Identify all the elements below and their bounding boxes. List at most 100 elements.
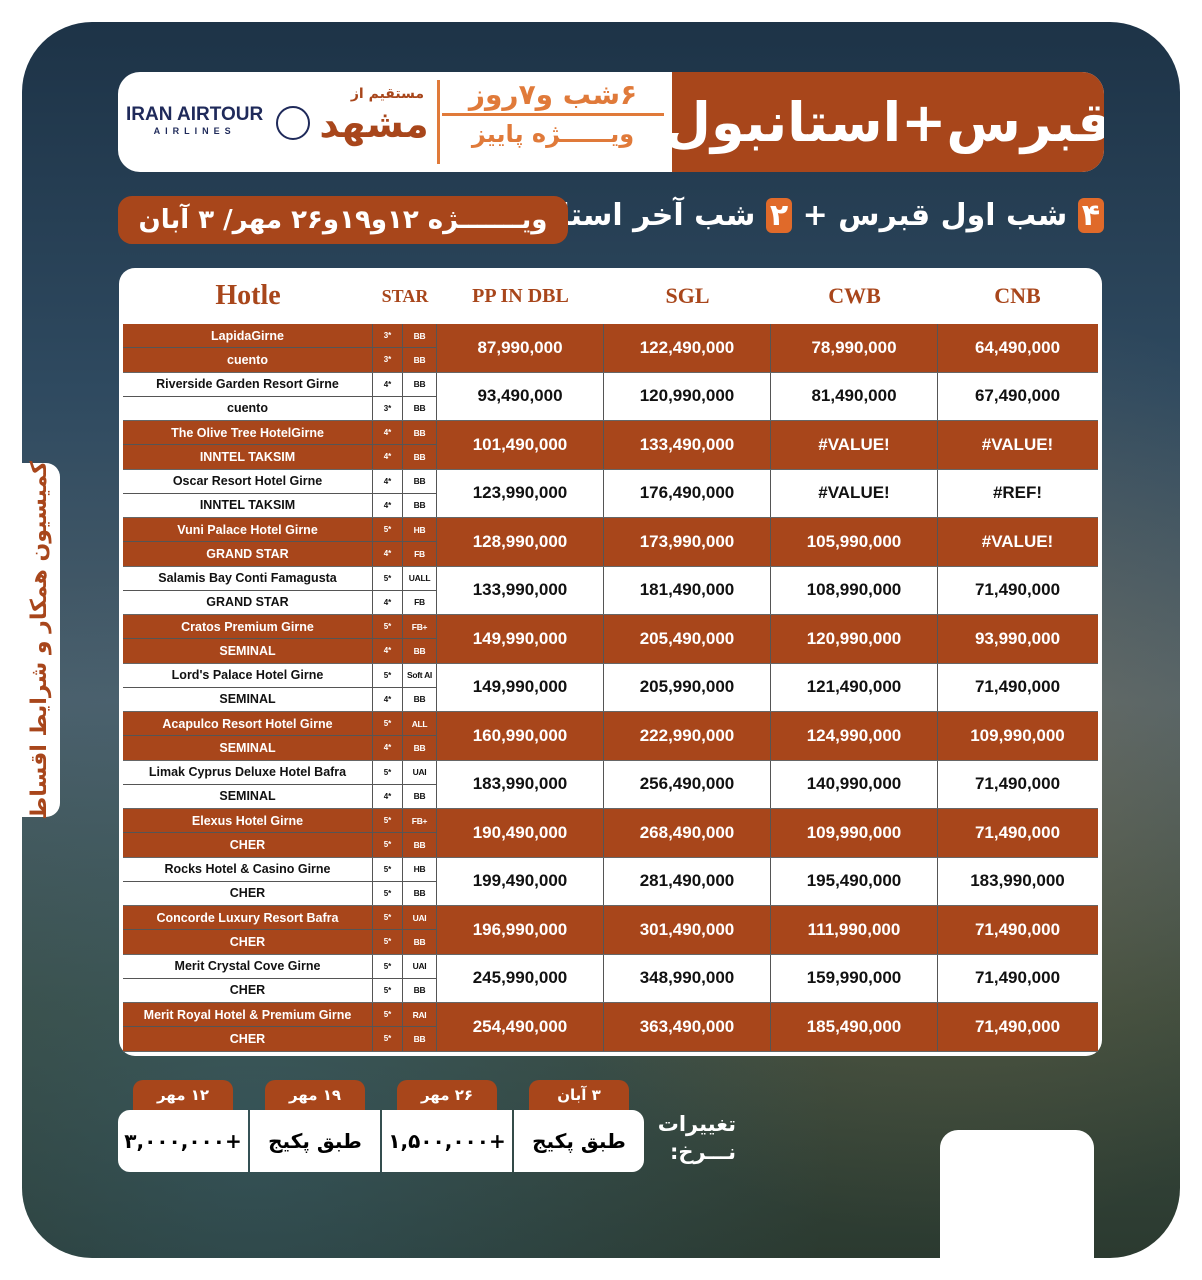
- price-dbl: 254,490,000: [437, 1003, 604, 1051]
- board-type: BB: [403, 348, 437, 372]
- price-cwb: 120,990,000: [771, 615, 938, 663]
- hotel-name: Lord's Palace Hotel Girne: [123, 663, 373, 687]
- price-sgl: 281,490,000: [604, 857, 771, 905]
- hotel-star: 5*: [373, 760, 403, 784]
- hotel-subrow: Acapulco Resort Hotel Girne 5* ALL: [123, 712, 437, 736]
- price-cwb: 185,490,000: [771, 1003, 938, 1051]
- hotel-pair: Lord's Palace Hotel Girne 5* Soft AI SEMINA…: [123, 663, 437, 711]
- price-cwb: 159,990,000: [771, 954, 938, 1002]
- hotel-subrow: Cratos Premium Girne 5* FB+: [123, 615, 437, 639]
- price-sgl: 205,990,000: [604, 663, 771, 711]
- hotel-star: 4*: [373, 639, 403, 663]
- price-dbl: 199,490,000: [437, 857, 604, 905]
- page-title: قبرس+استانبول: [664, 72, 1104, 172]
- board-type: BB: [403, 930, 437, 954]
- hotel-star: 5*: [373, 857, 403, 881]
- board-type: BB: [403, 493, 437, 517]
- blank-panel: [940, 1130, 1094, 1260]
- hotel-name: CHER: [123, 881, 373, 905]
- hotel-star: 5*: [373, 1027, 403, 1051]
- price-cnb: 71,490,000: [974, 968, 1061, 988]
- rate-date-tab: ۱۲ مهر: [133, 1080, 233, 1114]
- price-cwb: 121,490,000: [771, 663, 938, 711]
- table-row: Salamis Bay Conti Famagusta 5* UALL GRAND S…: [123, 566, 1098, 615]
- side-note: کمیسیون همکار و شرایط اقساط: [18, 461, 60, 819]
- header-banner: IRAN AIRTOUR AIRLINES مستقیم از مشهد ۶شب…: [118, 72, 1104, 172]
- table-body: LapidaGirne 3* BB cuento 3* BB 87,990,000 122,4…: [123, 324, 1098, 1052]
- price-cnb: 71,490,000: [974, 1016, 1061, 1036]
- hotel-subrow: Limak Cyprus Deluxe Hotel Bafra 5* UAI: [123, 760, 437, 784]
- board-type: FB+: [403, 809, 437, 833]
- hotel-name: The Olive Tree HotelGirne: [123, 421, 373, 445]
- hotel-pair: The Olive Tree HotelGirne 4* BB INNTEL TAKS…: [123, 421, 437, 469]
- hotel-name: Merit Crystal Cove Girne: [123, 954, 373, 978]
- price-sgl: 133,490,000: [604, 421, 771, 469]
- hotel-subrow: INNTEL TAKSIM 4* BB: [123, 444, 437, 469]
- price-cnb: 71,490,000: [974, 919, 1061, 939]
- price-cnb: #VALUE!: [981, 434, 1054, 454]
- hotel-star: 3*: [373, 396, 403, 420]
- airline-emblem-icon: [276, 106, 310, 140]
- hotel-name: Vuni Palace Hotel Girne: [123, 518, 373, 542]
- hotel-subrow: CHER 5* BB: [123, 929, 437, 954]
- hotel-name: Concorde Luxury Resort Bafra: [123, 906, 373, 930]
- board-type: BB: [403, 881, 437, 905]
- table-row: The Olive Tree HotelGirne 4* BB INNTEL TAKS…: [123, 421, 1098, 470]
- hotel-subrow: INNTEL TAKSIM 4* BB: [123, 492, 437, 517]
- hotel-subrow: CHER 5* BB: [123, 832, 437, 857]
- price-sgl: 120,990,000: [604, 372, 771, 420]
- hotel-name: CHER: [123, 930, 373, 954]
- board-type: BB: [403, 978, 437, 1002]
- price-dbl: 87,990,000: [437, 324, 604, 372]
- hotel-pair: Salamis Bay Conti Famagusta 5* UALL GRAND S…: [123, 566, 437, 614]
- dates-banner: ویـــــــژه ۱۲و۱۹و۲۶ مهر/ ۳ آبان: [118, 196, 568, 244]
- price-sgl: 176,490,000: [604, 469, 771, 517]
- hotel-name: Merit Royal Hotel & Premium Girne: [123, 1003, 373, 1027]
- hotel-subrow: The Olive Tree HotelGirne 4* BB: [123, 421, 437, 445]
- price-cwb: 140,990,000: [771, 760, 938, 808]
- col-sgl: SGL: [665, 283, 710, 308]
- hotel-star: 4*: [373, 542, 403, 566]
- divider: [437, 80, 440, 164]
- hotel-name: SEMINAL: [123, 736, 373, 760]
- price-cnb: 71,490,000: [974, 677, 1061, 697]
- hotel-name: GRAND STAR: [123, 590, 373, 614]
- hotel-subrow: Merit Royal Hotel & Premium Girne 5* RAI: [123, 1003, 437, 1027]
- hotel-star: 5*: [373, 1003, 403, 1027]
- hotel-name: CHER: [123, 1027, 373, 1051]
- hotel-subrow: Rocks Hotel & Casino Girne 5* HB: [123, 857, 437, 881]
- table-row: Lord's Palace Hotel Girne 5* Soft AI SEMINA…: [123, 663, 1098, 712]
- table-row: Rocks Hotel & Casino Girne 5* HB CHER 5* BB 19…: [123, 857, 1098, 906]
- rate-date-tab: ۱۹ مهر: [265, 1080, 365, 1114]
- price-sgl: 256,490,000: [604, 760, 771, 808]
- hotel-name: SEMINAL: [123, 639, 373, 663]
- hotel-pair: Oscar Resort Hotel Girne 4* BB INNTEL TAKSI…: [123, 469, 437, 517]
- price-dbl: 123,990,000: [437, 469, 604, 517]
- price-cwb: 81,490,000: [771, 372, 938, 420]
- hotel-name: Rocks Hotel & Casino Girne: [123, 857, 373, 881]
- price-sgl: 181,490,000: [604, 566, 771, 614]
- hotel-star: 4*: [373, 736, 403, 760]
- hotel-star: 3*: [373, 324, 403, 348]
- table-row: Concorde Luxury Resort Bafra 5* UAI CHER 5* B…: [123, 906, 1098, 955]
- hotel-subrow: cuento 3* BB: [123, 347, 437, 372]
- rate-changes-label: تغییرات نـــرخ:: [657, 1112, 736, 1164]
- col-dbl: PP IN DBL: [472, 284, 569, 307]
- hotel-name: SEMINAL: [123, 784, 373, 808]
- hotel-name: SEMINAL: [123, 687, 373, 711]
- hotel-pair: Concorde Luxury Resort Bafra 5* UAI CHER 5* B…: [123, 906, 437, 954]
- hotel-name: Salamis Bay Conti Famagusta: [123, 566, 373, 590]
- hotel-star: 4*: [373, 372, 403, 396]
- hotel-star: 5*: [373, 809, 403, 833]
- price-cwb: 78,990,000: [771, 324, 938, 372]
- price-sgl: 268,490,000: [604, 809, 771, 857]
- rate-date-tab: ۳ آبان: [529, 1080, 629, 1114]
- hotel-subrow: Merit Crystal Cove Girne 5* UAI: [123, 954, 437, 978]
- hotel-subrow: cuento 3* BB: [123, 395, 437, 420]
- rate-value: +۳,۰۰۰,۰۰۰: [118, 1110, 248, 1172]
- price-sgl: 205,490,000: [604, 615, 771, 663]
- hotel-star: 5*: [373, 906, 403, 930]
- price-cnb: 71,490,000: [974, 822, 1061, 842]
- hotel-subrow: GRAND STAR 4* FB: [123, 541, 437, 566]
- price-sgl: 301,490,000: [604, 906, 771, 954]
